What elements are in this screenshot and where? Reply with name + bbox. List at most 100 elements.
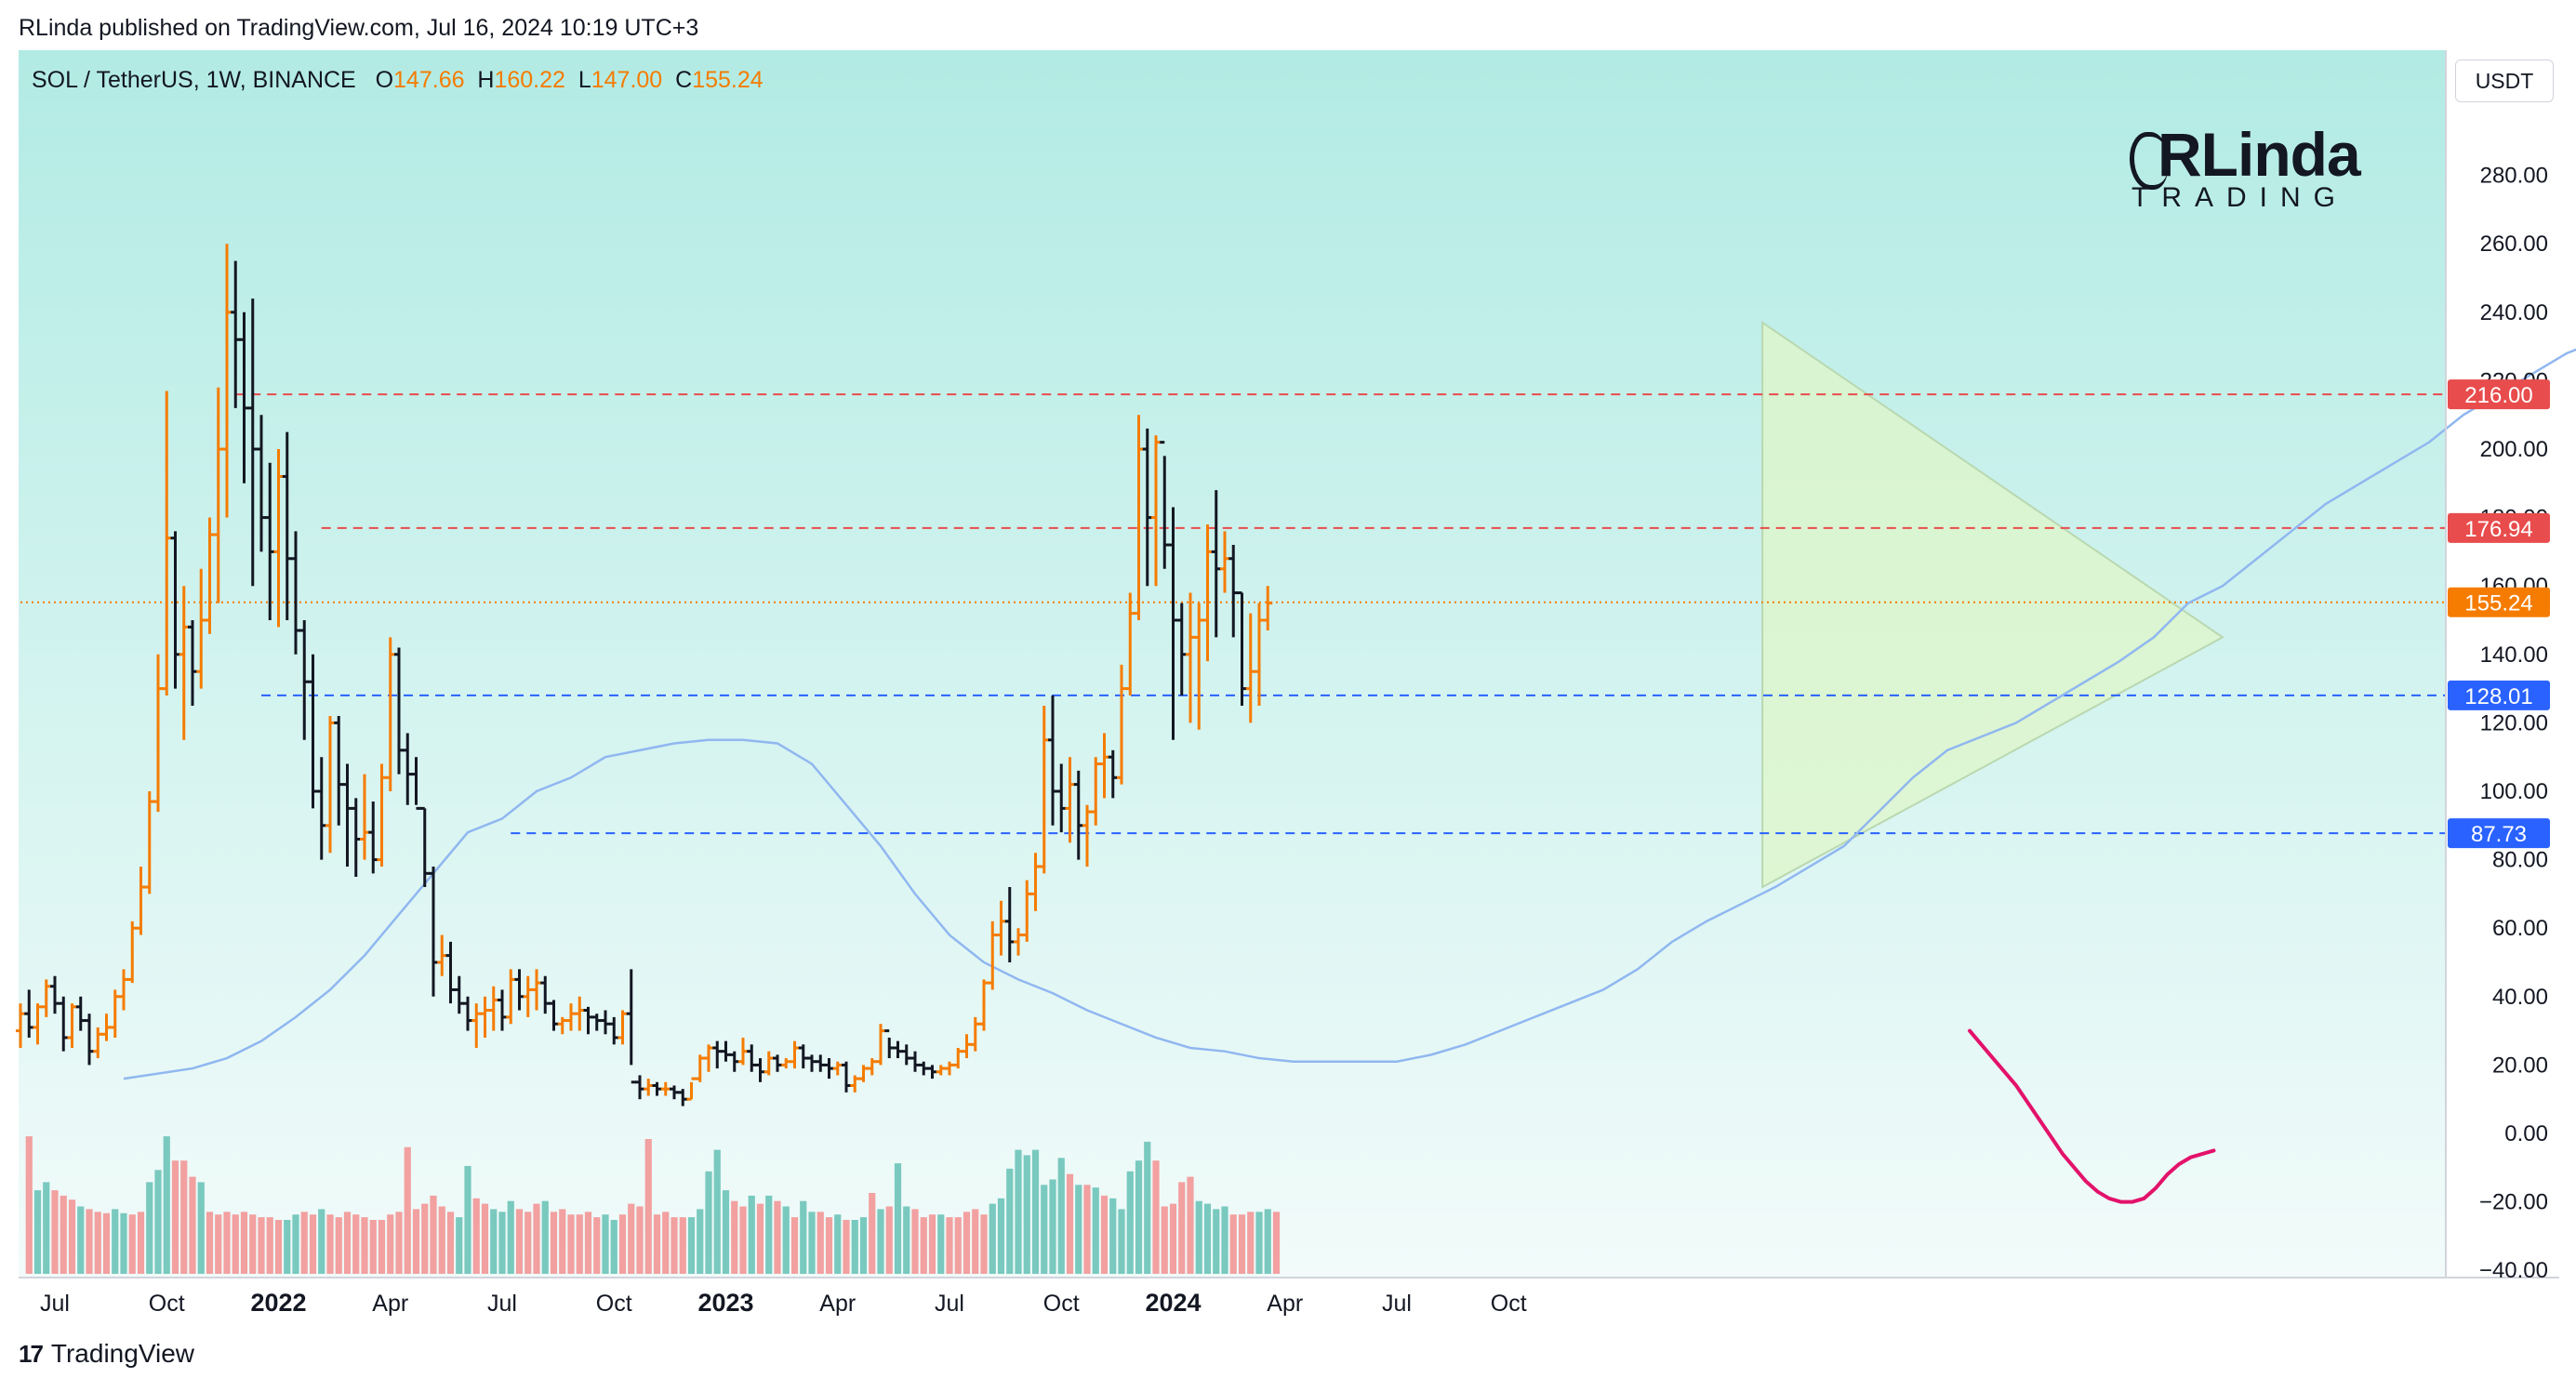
ohlc-bar	[652, 1081, 662, 1096]
volume-bar	[94, 1212, 101, 1274]
ohlc-bar	[368, 801, 378, 874]
volume-bar	[1152, 1160, 1160, 1274]
ohlc-bar	[394, 647, 404, 775]
ohlc-bar	[816, 1054, 826, 1072]
ohlc-bar	[790, 1040, 800, 1069]
low-label: L	[578, 67, 591, 93]
volume-bar	[1075, 1185, 1082, 1274]
volume-bar	[369, 1220, 377, 1274]
ohlc-bar	[910, 1051, 920, 1072]
volume-bar	[378, 1220, 386, 1274]
volume-bar	[25, 1136, 33, 1274]
price-label-bg	[2448, 587, 2550, 617]
currency-button[interactable]: USDT	[2455, 60, 2554, 102]
y-axis-ticks: 280.00260.00240.00220.00200.00180.00160.…	[2479, 164, 2548, 1284]
volume-bar	[86, 1209, 93, 1274]
ohlc-bar	[403, 733, 413, 805]
volume-bar	[507, 1200, 514, 1274]
y-tick-label: 280.00	[2480, 164, 2548, 189]
ohlc-bar	[437, 934, 447, 976]
ohlc-bar	[764, 1051, 774, 1076]
ohlc-bar	[299, 620, 310, 740]
ohlc-bar	[781, 1058, 791, 1069]
x-tick-label: Jul	[1382, 1291, 1412, 1317]
ohlc-bar	[1030, 853, 1041, 911]
ohlc-bar	[729, 1051, 739, 1072]
ohlc-bar	[747, 1044, 757, 1072]
volume-bar	[352, 1214, 360, 1274]
moving-average	[123, 348, 2576, 1080]
ohlc-bar	[988, 921, 998, 990]
x-tick-label: Oct	[149, 1291, 185, 1317]
volume-bar	[1135, 1160, 1143, 1274]
volume-bar	[137, 1212, 145, 1274]
ohlc-bar	[247, 298, 258, 587]
volume-bar	[300, 1212, 308, 1274]
volume-bar	[361, 1217, 368, 1274]
volume-bar	[1100, 1195, 1109, 1274]
y-tick-label: −40.00	[2479, 1258, 2548, 1283]
ohlc-bar	[1186, 592, 1195, 723]
volume-bar	[1203, 1203, 1212, 1274]
ohlc-bar	[41, 979, 51, 1017]
ohlc-bar	[945, 1061, 954, 1076]
volume-bar	[1006, 1168, 1014, 1274]
volume-bar	[120, 1212, 127, 1274]
x-tick-label: Jul	[935, 1291, 964, 1317]
ohlc-bar	[188, 620, 197, 706]
volume-bar	[1229, 1214, 1237, 1274]
ohlc-bar	[1014, 928, 1023, 956]
volume-bar	[1118, 1209, 1125, 1274]
indicator-line	[1968, 1028, 2216, 1204]
ohlc-bar	[85, 1013, 94, 1066]
ohlc-bar	[162, 391, 172, 696]
volume-bar	[60, 1195, 67, 1274]
volume-bar	[1264, 1209, 1271, 1274]
y-tick-label: 120.00	[2480, 710, 2548, 735]
ohlc-bar	[127, 921, 138, 984]
volume-bar	[903, 1206, 910, 1274]
ohlc-bar	[523, 975, 533, 1017]
ohlc-bar	[1056, 763, 1067, 833]
volume-bar	[859, 1217, 868, 1274]
ohlc-bar	[824, 1058, 834, 1080]
volume-bar	[774, 1200, 781, 1274]
volume-bar	[266, 1217, 273, 1274]
price-label-text: 128.01	[2464, 684, 2532, 709]
ohlc-bar	[342, 763, 352, 867]
ohlc-bar	[953, 1048, 963, 1069]
ohlc-bar	[213, 387, 223, 603]
volume-bar	[679, 1217, 686, 1274]
volume-bar	[464, 1166, 471, 1274]
volume-bar	[1109, 1198, 1117, 1274]
volume-bar	[206, 1212, 214, 1274]
ohlc-bar	[919, 1061, 929, 1076]
ohlc-bar	[273, 449, 284, 628]
volume-bar	[1255, 1212, 1263, 1274]
ohlc-bar	[936, 1065, 946, 1076]
ohlc-bar	[351, 798, 361, 877]
ohlc-bar	[1117, 664, 1126, 785]
ohlc-bar	[1134, 415, 1144, 620]
ohlc-bar	[136, 866, 146, 935]
volume-bar	[550, 1212, 558, 1274]
ohlc-bar	[1220, 531, 1229, 593]
brand-line-2: TRADING	[2131, 182, 2348, 213]
volume-bar	[284, 1220, 291, 1274]
volume-bar	[739, 1206, 747, 1274]
volume-bar	[713, 1149, 721, 1274]
close-label: C	[675, 67, 693, 93]
volume-bar	[697, 1209, 704, 1274]
ohlc-bar	[996, 900, 1006, 956]
ohlc-bar	[170, 531, 180, 689]
ohlc-bar	[884, 1029, 895, 1059]
volume-bar	[1178, 1182, 1186, 1274]
volume-bar	[481, 1203, 489, 1274]
volume-bar	[885, 1206, 893, 1274]
ohlc-bar	[979, 979, 989, 1031]
high-value: 160.22	[494, 67, 565, 93]
ohlc-bar	[566, 1003, 576, 1031]
ohlc-bar	[712, 1040, 723, 1069]
ohlc-bar	[1237, 591, 1247, 706]
